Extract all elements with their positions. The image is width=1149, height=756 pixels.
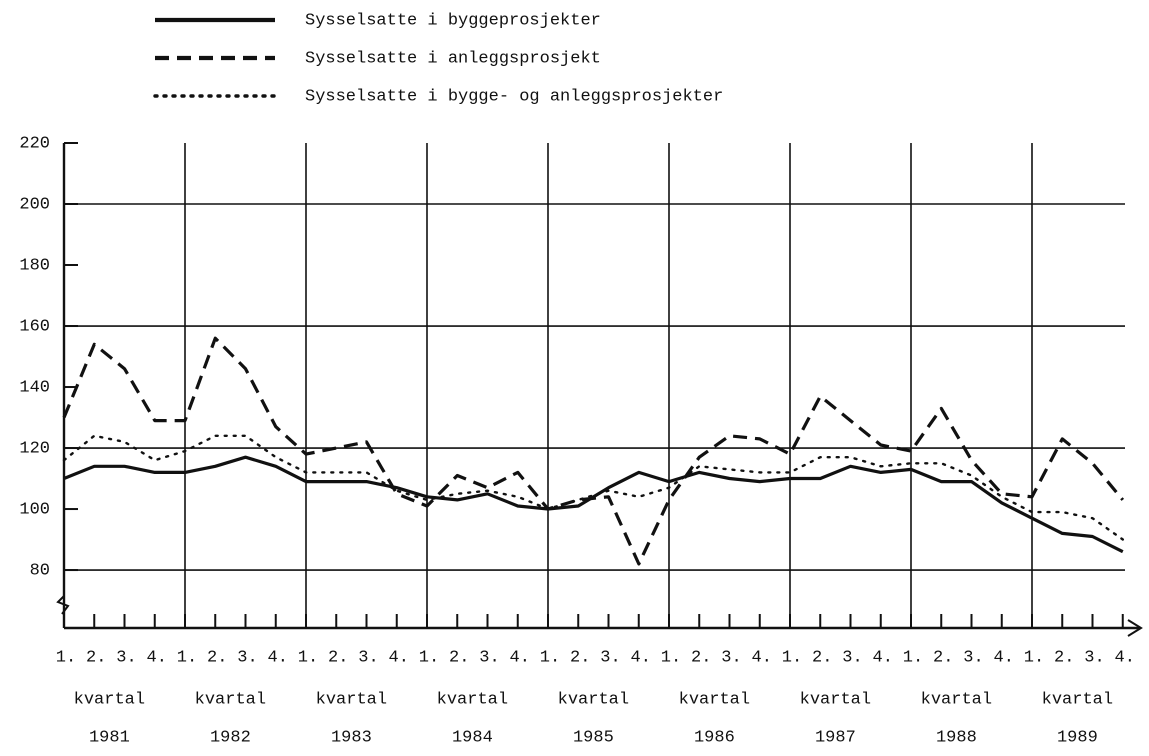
group-label: kvartal (195, 690, 266, 709)
x-tick-label: 1. (540, 648, 560, 667)
x-tick-label: 3. (600, 648, 620, 667)
x-tick-label: 1. (298, 648, 318, 667)
x-tick-label: 3. (721, 648, 741, 667)
x-tick-label: 4. (631, 648, 651, 667)
x-tick-label: 2. (691, 648, 711, 667)
x-tick-label: 4. (268, 648, 288, 667)
group-label: kvartal (558, 690, 629, 709)
series-line (62, 434, 1124, 541)
x-tick-label: 2. (449, 648, 469, 667)
x-tick-label: 2. (933, 648, 953, 667)
x-axis-arrow (1127, 619, 1143, 637)
x-tick-label: 1. (177, 648, 197, 667)
x-tick-label: 1. (419, 648, 439, 667)
y-tick-label: 100 (19, 501, 50, 520)
x-tick-label: 3. (116, 648, 136, 667)
x-tick-label: 1. (903, 648, 923, 667)
y-tick-label: 160 (19, 318, 50, 337)
y-tick-label: 200 (19, 195, 50, 214)
group-label: kvartal (437, 690, 508, 709)
series-line (63, 455, 1124, 554)
group-label: kvartal (921, 690, 992, 709)
year-label: 1987 (815, 728, 856, 747)
year-label: 1988 (936, 728, 977, 747)
x-tick-label: 4. (147, 648, 167, 667)
x-tick-label: 1. (782, 648, 802, 667)
legend-label: Sysselsatte i bygge- og anleggsprosjekte… (305, 87, 723, 106)
y-tick-label: 120 (19, 440, 50, 459)
year-label: 1986 (694, 728, 735, 747)
x-tick-label: 4. (752, 648, 772, 667)
x-tick-label: 2. (86, 648, 106, 667)
x-tick-label: 3. (1084, 648, 1104, 667)
y-tick-label: 180 (19, 256, 50, 275)
y-tick-label: 80 (30, 562, 50, 581)
x-tick-label: 4. (1115, 648, 1135, 667)
x-tick-label: 3. (237, 648, 257, 667)
x-tick-label: 3. (963, 648, 983, 667)
x-tick-label: 1. (56, 648, 76, 667)
y-tick-label: 220 (19, 134, 50, 153)
group-label: kvartal (74, 690, 145, 709)
x-tick-label: 2. (1054, 648, 1074, 667)
group-label: kvartal (679, 690, 750, 709)
group-label: kvartal (1042, 690, 1113, 709)
group-label: kvartal (316, 690, 387, 709)
x-tick-label: 1. (1024, 648, 1044, 667)
year-label: 1981 (89, 728, 130, 747)
year-label: 1989 (1057, 728, 1098, 747)
x-tick-label: 3. (358, 648, 378, 667)
x-tick-label: 4. (873, 648, 893, 667)
year-label: 1983 (331, 728, 372, 747)
x-tick-label: 2. (328, 648, 348, 667)
x-tick-label: 3. (842, 648, 862, 667)
x-tick-label: 2. (570, 648, 590, 667)
x-tick-label: 4. (994, 648, 1014, 667)
x-tick-label: 3. (479, 648, 499, 667)
x-tick-label: 1. (661, 648, 681, 667)
x-tick-label: 2. (812, 648, 832, 667)
y-tick-label: 140 (19, 379, 50, 398)
group-label: kvartal (800, 690, 871, 709)
x-tick-label: 4. (510, 648, 530, 667)
year-label: 1982 (210, 728, 251, 747)
year-label: 1985 (573, 728, 614, 747)
legend-label: Sysselsatte i anleggsprosjekt (305, 49, 601, 68)
x-tick-label: 2. (207, 648, 227, 667)
series-line (62, 336, 1125, 566)
x-tick-label: 4. (389, 648, 409, 667)
year-label: 1984 (452, 728, 493, 747)
legend-label: Sysselsatte i byggeprosjekter (305, 11, 601, 30)
